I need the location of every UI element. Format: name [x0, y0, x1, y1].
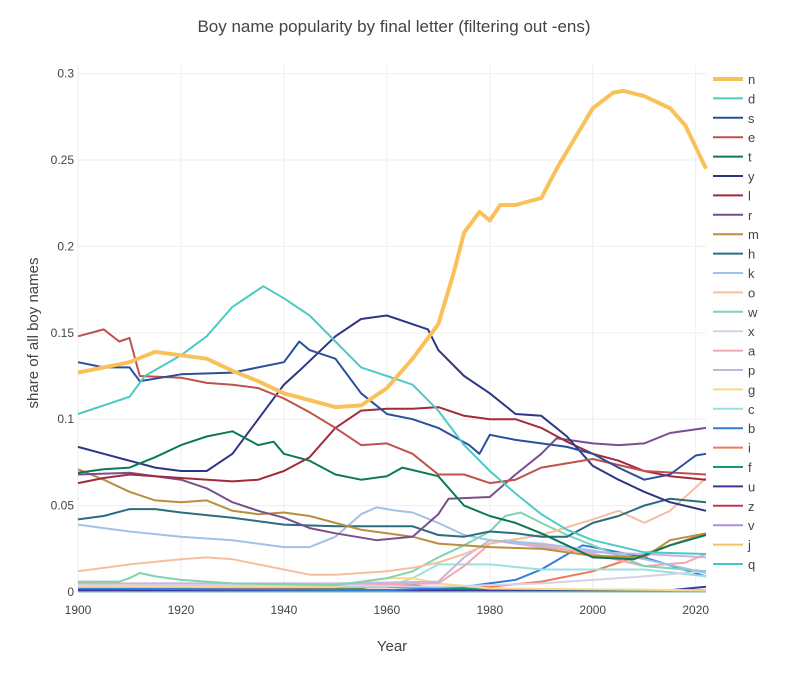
x-tick-label: 2000	[579, 603, 606, 617]
legend-label: x	[748, 324, 755, 339]
legend-label: o	[748, 285, 755, 300]
legend-label: u	[748, 479, 755, 494]
legend-item-u[interactable]: u	[713, 479, 755, 494]
x-tick-label: 1920	[168, 603, 195, 617]
legend-label: w	[747, 305, 758, 320]
series-line-e	[77, 328, 707, 485]
legend-label: e	[748, 130, 755, 145]
series-line-o	[77, 477, 707, 576]
legend-item-g[interactable]: g	[713, 382, 755, 397]
legend-label: q	[748, 557, 755, 572]
legend-item-j[interactable]: j	[713, 538, 751, 553]
legend-label: g	[748, 382, 755, 397]
legend-label: r	[748, 208, 753, 223]
series-line-y	[77, 314, 707, 512]
legend-item-v[interactable]: v	[713, 518, 755, 533]
series-line-r	[77, 426, 707, 542]
y-tick-label: 0.05	[51, 499, 75, 513]
legend-item-w[interactable]: w	[713, 305, 758, 320]
x-tick-label: 2020	[682, 603, 709, 617]
legend-label: f	[748, 460, 752, 475]
y-tick-label: 0	[67, 585, 74, 599]
legend-item-x[interactable]: x	[713, 324, 755, 339]
legend-label: p	[748, 363, 755, 378]
y-tick-label: 0.25	[51, 153, 75, 167]
series-line-g	[78, 577, 707, 592]
series-line-w	[78, 511, 707, 587]
y-tick-label: 0.3	[57, 67, 74, 81]
legend-label: n	[748, 72, 755, 87]
legend-label: j	[747, 538, 751, 553]
legend-item-r[interactable]: r	[713, 208, 753, 223]
y-tick-label: 0.2	[57, 239, 74, 253]
legend-label: i	[748, 441, 751, 456]
series-line-s	[77, 340, 707, 481]
legend-item-y[interactable]: y	[713, 169, 755, 184]
series-line-h	[77, 497, 707, 538]
series-line-m	[77, 468, 707, 559]
series-line-t	[77, 430, 707, 561]
series-line-k	[77, 506, 707, 574]
axes: 1900 1920 1940 1960 1980 2000 2020 0 0.05 0.1 0.15…	[51, 67, 710, 617]
legend-label: a	[748, 344, 756, 359]
legend-item-k[interactable]: k	[713, 266, 755, 281]
series-line-n	[77, 88, 708, 410]
legend-item-s[interactable]: s	[713, 111, 755, 126]
legend-item-t[interactable]: t	[713, 150, 752, 165]
legend-label: l	[748, 188, 751, 203]
legend-item-a[interactable]: a	[713, 344, 756, 359]
legend-item-e[interactable]: e	[713, 130, 755, 145]
legend-item-o[interactable]: o	[713, 285, 755, 300]
legend-item-i[interactable]: i	[713, 441, 751, 456]
x-axis-label: Year	[377, 638, 407, 655]
x-tick-label: 1940	[271, 603, 298, 617]
legend-label: t	[748, 150, 752, 165]
series-line-l	[77, 406, 707, 485]
y-axis-label: share of all boy names	[25, 258, 42, 409]
legend-label: y	[748, 169, 755, 184]
legend-label: b	[748, 421, 755, 436]
legend-item-d[interactable]: d	[713, 91, 755, 106]
legend-item-c[interactable]: c	[713, 402, 755, 417]
legend-item-p[interactable]: p	[713, 363, 755, 378]
legend-label: v	[748, 518, 755, 533]
chart-title: Boy name popularity by final letter (fil…	[197, 17, 590, 36]
grid	[77, 65, 706, 592]
series-line-x	[78, 570, 707, 588]
legend-item-l[interactable]: l	[713, 188, 751, 203]
legend-label: h	[748, 247, 755, 262]
legend-item-b[interactable]: b	[713, 421, 755, 436]
legend-item-q[interactable]: q	[713, 557, 755, 572]
legend-item-m[interactable]: m	[713, 227, 759, 242]
y-tick-label: 0.15	[51, 326, 75, 340]
y-tick-label: 0.1	[57, 412, 74, 426]
series-lines	[77, 88, 708, 593]
x-tick-label: 1900	[65, 603, 92, 617]
legend-item-n[interactable]: n	[713, 72, 755, 87]
legend-item-f[interactable]: f	[713, 460, 752, 475]
legend-item-h[interactable]: h	[713, 247, 755, 262]
legend-label: z	[748, 499, 755, 514]
legend-label: m	[748, 227, 759, 242]
legend-label: c	[748, 402, 755, 417]
legend-label: s	[748, 111, 755, 126]
legend-label: k	[748, 266, 755, 281]
legend-item-z[interactable]: z	[713, 499, 755, 514]
x-tick-label: 1960	[374, 603, 401, 617]
series-line-d	[77, 285, 707, 555]
x-tick-label: 1980	[476, 603, 503, 617]
legend-label: d	[748, 91, 755, 106]
